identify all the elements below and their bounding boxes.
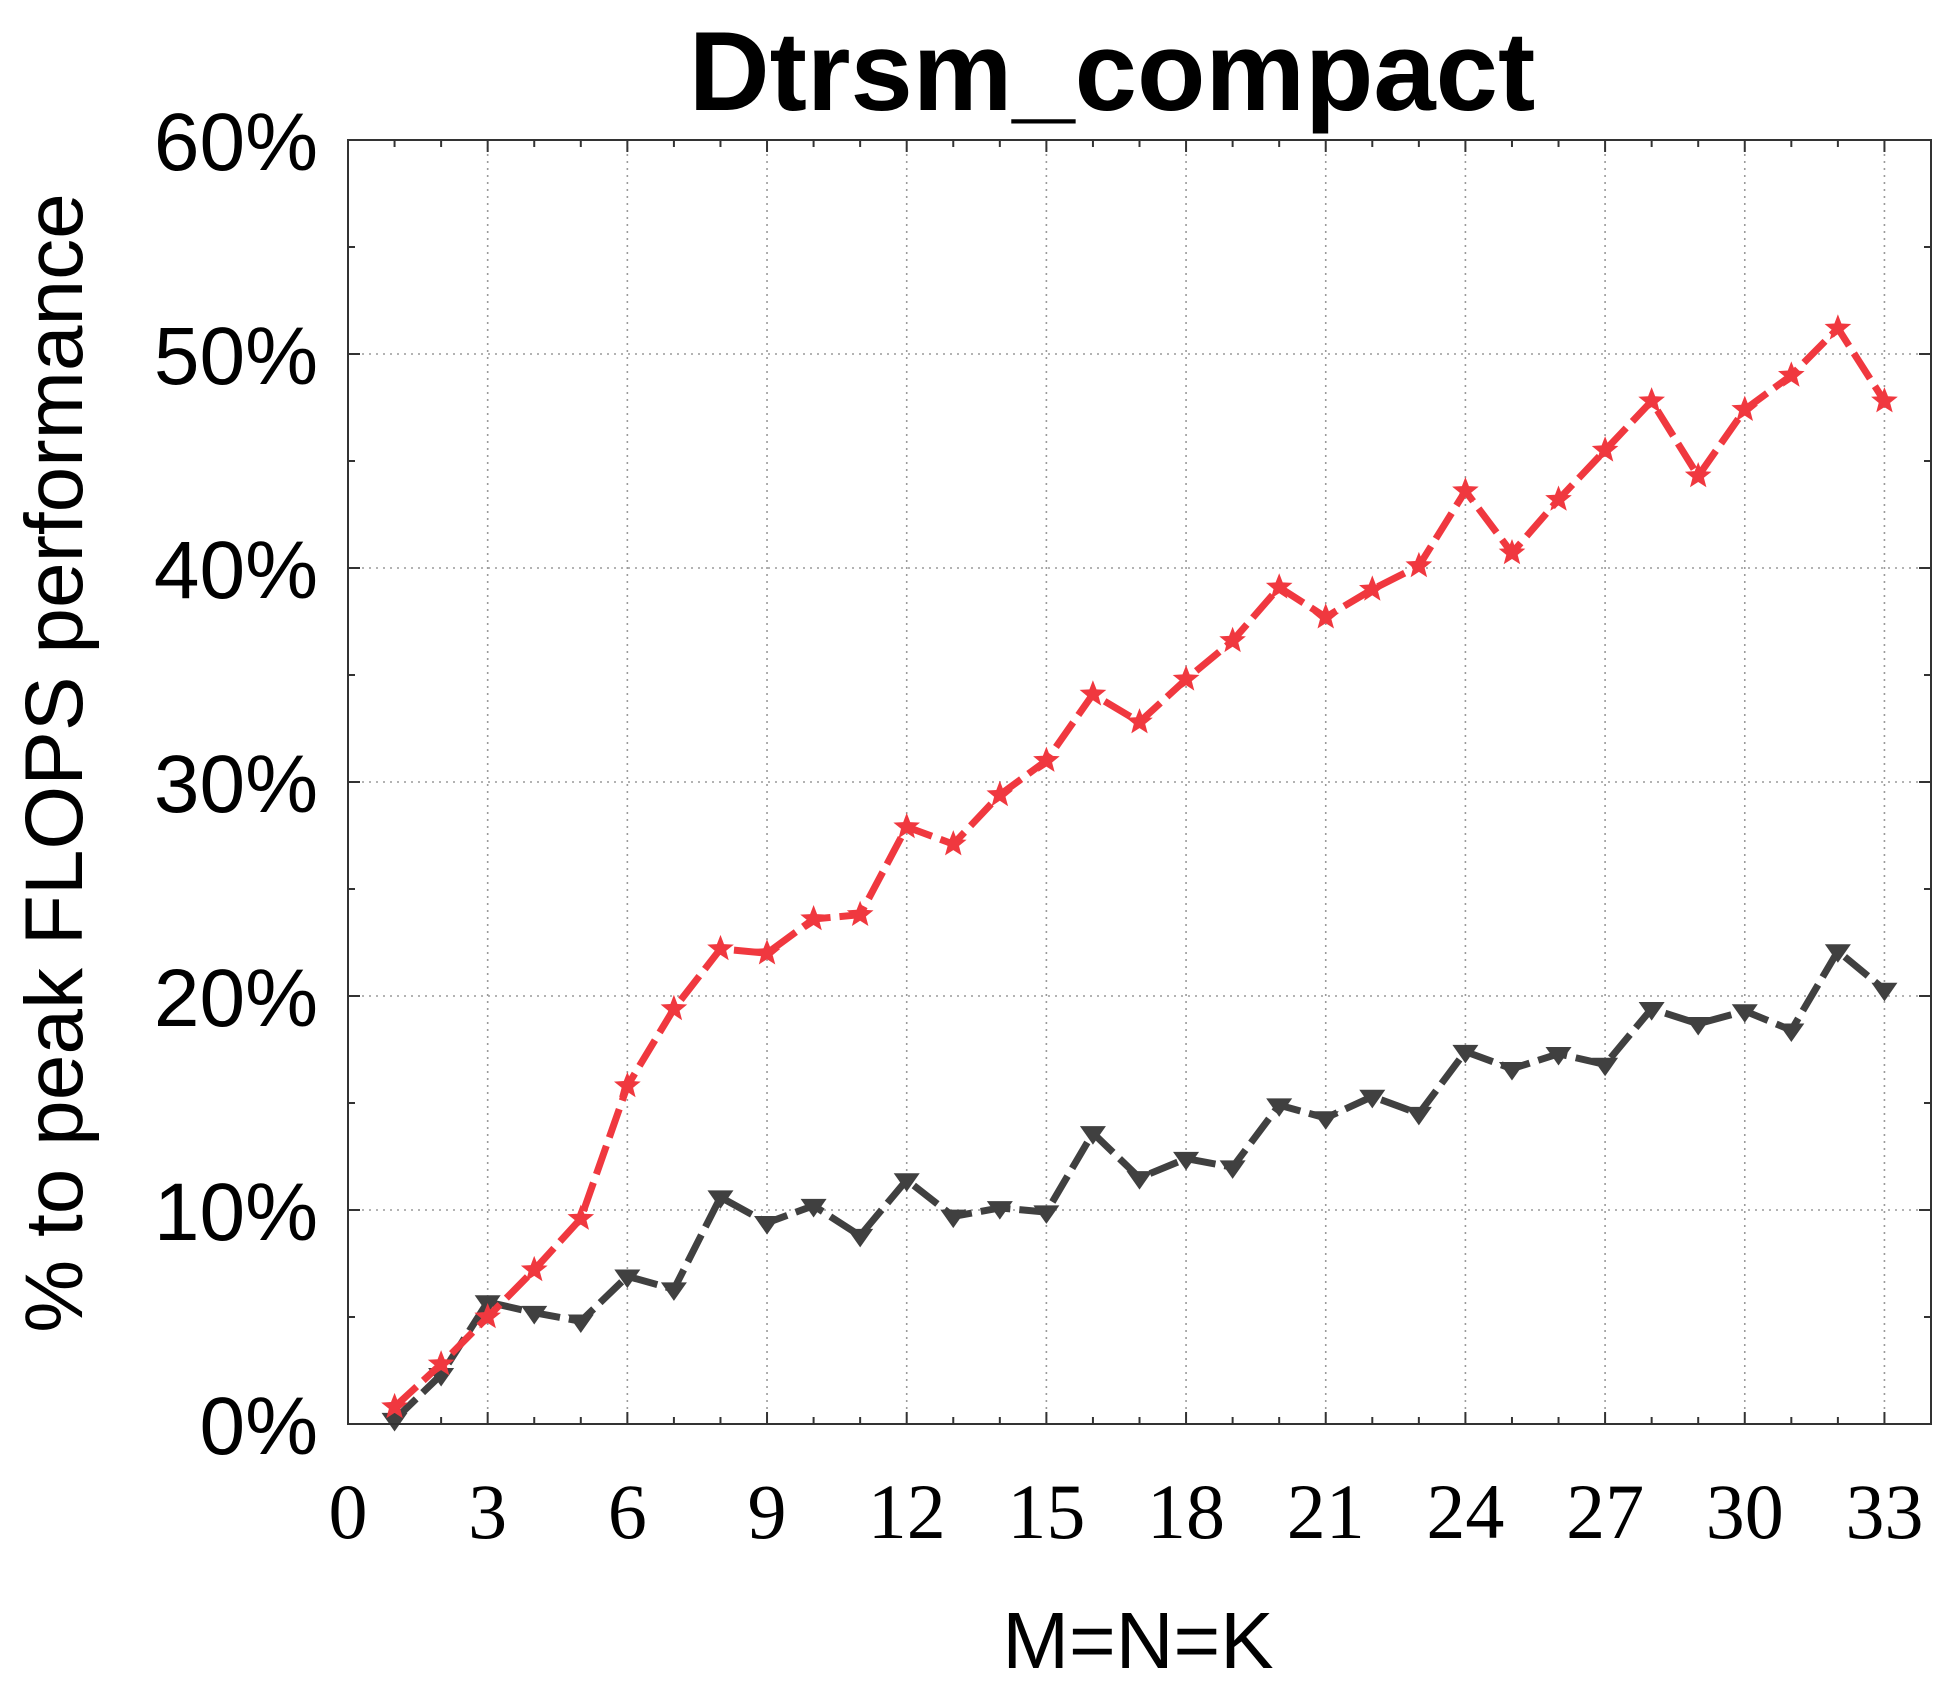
data-point-triangle <box>1731 1004 1758 1023</box>
data-point-star <box>1033 746 1060 772</box>
data-point-star <box>1126 708 1153 734</box>
data-point-star <box>1359 575 1386 601</box>
data-point-triangle <box>521 1305 548 1325</box>
y-tick-label: 0% <box>199 1381 318 1472</box>
data-point-triangle <box>940 1209 967 1229</box>
data-point-star <box>614 1071 641 1098</box>
data-point-triangle <box>1312 1111 1339 1130</box>
data-point-star <box>1871 387 1898 413</box>
x-tick-label: 18 <box>1147 1468 1225 1555</box>
data-point-star <box>474 1303 501 1329</box>
data-point-triangle <box>1173 1151 1200 1171</box>
data-point-star <box>1312 603 1340 629</box>
data-point-triangle <box>1033 1205 1060 1224</box>
data-point-triangle <box>1824 944 1851 963</box>
series-0 <box>381 314 1898 1419</box>
data-point-triangle <box>707 1190 734 1209</box>
data-point-star <box>1265 573 1293 599</box>
y-tick-label: 50% <box>154 311 318 402</box>
data-point-triangle <box>1266 1098 1293 1117</box>
data-point-star <box>1638 387 1665 413</box>
data-point-triangle <box>614 1269 641 1289</box>
data-point-triangle <box>1219 1160 1246 1179</box>
y-tick-label: 30% <box>154 739 318 830</box>
data-point-triangle <box>1405 1106 1432 1126</box>
data-point-triangle <box>1498 1061 1525 1081</box>
data-point-star <box>1219 626 1246 653</box>
chart-title: Dtrsm_compact <box>689 9 1536 134</box>
data-point-star <box>939 830 967 856</box>
data-point-triangle <box>1126 1171 1153 1190</box>
data-point-star <box>427 1350 455 1376</box>
data-point-triangle <box>1359 1089 1386 1109</box>
axis-ticks: 0% 10% 20% 30% 40% 50% 60% 0 3 6 9 12 15 18 21 24 27 30 33 <box>154 97 1931 1555</box>
data-point-triangle <box>1638 1002 1665 1021</box>
data-point-star <box>893 812 920 839</box>
y-axis-label: % to peak FLOPS performance <box>9 193 100 1332</box>
data-point-star <box>986 780 1014 807</box>
data-point-star <box>800 905 827 931</box>
x-tick-label: 33 <box>1845 1468 1923 1555</box>
y-tick-label: 60% <box>154 97 318 188</box>
data-point-triangle <box>381 1412 408 1432</box>
x-tick-label: 24 <box>1426 1468 1504 1555</box>
data-point-triangle <box>893 1173 920 1192</box>
data-point-star <box>567 1204 595 1230</box>
data-point-star <box>1079 680 1107 706</box>
y-tick-label: 20% <box>154 953 318 1044</box>
data-point-triangle <box>986 1201 1013 1220</box>
data-point-star <box>1824 314 1852 340</box>
data-point-star <box>520 1255 548 1282</box>
x-tick-label: 9 <box>748 1468 787 1555</box>
data-point-star <box>1172 665 1200 691</box>
x-tick-label: 0 <box>329 1468 368 1555</box>
data-point-triangle <box>847 1228 874 1248</box>
x-tick-label: 15 <box>1007 1468 1085 1555</box>
data-point-star <box>1684 462 1712 488</box>
data-point-triangle <box>1592 1057 1619 1077</box>
grid <box>348 140 1931 1424</box>
x-tick-label: 30 <box>1706 1468 1784 1555</box>
x-tick-label: 21 <box>1287 1468 1365 1555</box>
data-point-triangle <box>754 1216 781 1235</box>
series-1 <box>381 944 1898 1432</box>
x-axis-label: M=N=K <box>1002 1596 1273 1685</box>
data-point-star <box>1591 436 1619 462</box>
data-point-triangle <box>1079 1126 1106 1145</box>
data-point-star <box>753 939 781 965</box>
data-point-star <box>660 994 688 1021</box>
x-tick-label: 27 <box>1566 1468 1644 1555</box>
data-point-triangle <box>567 1314 594 1334</box>
data-point-star <box>1545 485 1572 511</box>
y-tick-label: 40% <box>154 525 318 616</box>
data-point-star <box>1778 361 1805 387</box>
data-point-triangle <box>1685 1017 1712 1036</box>
plot-frame <box>347 139 1932 1425</box>
data-point-star <box>381 1392 408 1419</box>
series-line <box>392 324 1888 1410</box>
x-tick-label: 3 <box>468 1468 507 1555</box>
data-point-star <box>707 934 734 961</box>
data-point-triangle <box>1778 1023 1805 1042</box>
data-point-star <box>1731 395 1759 421</box>
data-point-triangle <box>1871 982 1898 1002</box>
data-point-triangle <box>660 1282 687 1301</box>
data-point-triangle <box>1452 1044 1479 1064</box>
x-tick-label: 6 <box>608 1468 647 1555</box>
data-point-triangle <box>800 1198 827 1218</box>
data-point-triangle <box>1545 1046 1572 1066</box>
y-tick-label: 10% <box>154 1167 318 1258</box>
x-tick-label: 12 <box>868 1468 946 1555</box>
data-point-star <box>1452 477 1479 503</box>
series-group <box>381 314 1898 1432</box>
data-point-star <box>1405 551 1433 578</box>
data-point-star <box>846 900 874 926</box>
data-point-star <box>1498 539 1526 565</box>
